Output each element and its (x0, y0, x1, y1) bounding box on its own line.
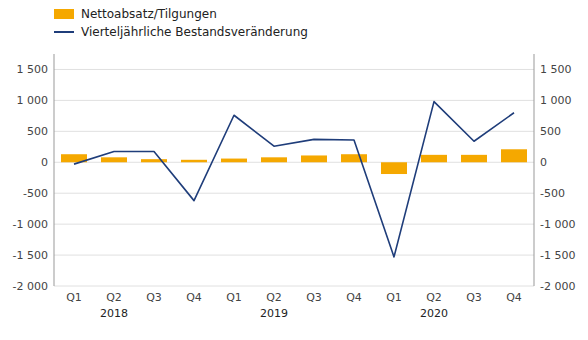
y2-tick-label: 0 (540, 156, 547, 169)
y2-tick-label: 1 500 (540, 63, 572, 76)
legend: Nettoabsatz/Tilgungen Vierteljährliche Be… (54, 7, 308, 39)
bar (381, 162, 407, 174)
x-tick-label: Q3 (466, 291, 482, 304)
x-tick-label: Q1 (66, 291, 82, 304)
y2-tick-label: 1 000 (540, 94, 572, 107)
plot-area (61, 102, 527, 257)
year-label: 2018 (100, 307, 128, 320)
grid-line (54, 286, 534, 287)
x-tick-label: Q1 (226, 291, 242, 304)
y-tick-label: 0 (41, 156, 48, 169)
chart: -2 000 -1 500 -1 000 -500 0 500 1 000 1 500 -2 0… (0, 0, 588, 340)
grid-line (54, 69, 534, 70)
legend-swatch (54, 9, 74, 19)
bar (221, 159, 247, 163)
grid (54, 69, 534, 286)
y2-tick-label: 500 (540, 125, 561, 138)
x-tick-label: Q2 (426, 291, 442, 304)
x-tick-label: Q4 (186, 291, 202, 304)
y2-tick-label: -1 500 (540, 249, 575, 262)
y2-axis-line (534, 54, 535, 286)
x-tick-label: Q1 (386, 291, 402, 304)
y-tick-label: 1 000 (17, 94, 49, 107)
bar (341, 154, 367, 162)
year-label: 2020 (420, 307, 448, 320)
grid-line (54, 224, 534, 225)
y2-tick-label: -500 (540, 187, 565, 200)
grid-line (54, 255, 534, 256)
x-tick-label: Q2 (266, 291, 282, 304)
grid-line (54, 131, 534, 132)
y-tick-label: 1 500 (17, 63, 49, 76)
bar (301, 155, 327, 162)
y2-tick-label: -1 000 (540, 218, 575, 231)
x-tick-label: Q3 (306, 291, 322, 304)
x-tick-label: Q4 (346, 291, 362, 304)
bar (501, 149, 527, 162)
y2-tick-label: -2 000 (540, 280, 575, 293)
legend-swatch (54, 31, 74, 33)
line (74, 102, 514, 257)
x-tick-label: Q2 (106, 291, 122, 304)
bar (101, 157, 127, 162)
legend-label: Nettoabsatz/Tilgungen (81, 7, 217, 21)
y-tick-label: -2 000 (13, 280, 48, 293)
legend-label: Vierteljährliche Bestandsveränderung (81, 25, 308, 39)
bar (461, 155, 487, 162)
grid-line (54, 100, 534, 101)
y-tick-label: -500 (23, 187, 48, 200)
y-axis-line (54, 54, 55, 286)
bar (421, 155, 447, 162)
x-tick-label: Q4 (506, 291, 522, 304)
bar (181, 160, 207, 162)
x-tick-label: Q3 (146, 291, 162, 304)
y-tick-label: -1 000 (13, 218, 48, 231)
y-tick-label: -1 500 (13, 249, 48, 262)
year-label: 2019 (260, 307, 288, 320)
bar (261, 157, 287, 162)
grid-line (54, 193, 534, 194)
y-tick-label: 500 (27, 125, 48, 138)
